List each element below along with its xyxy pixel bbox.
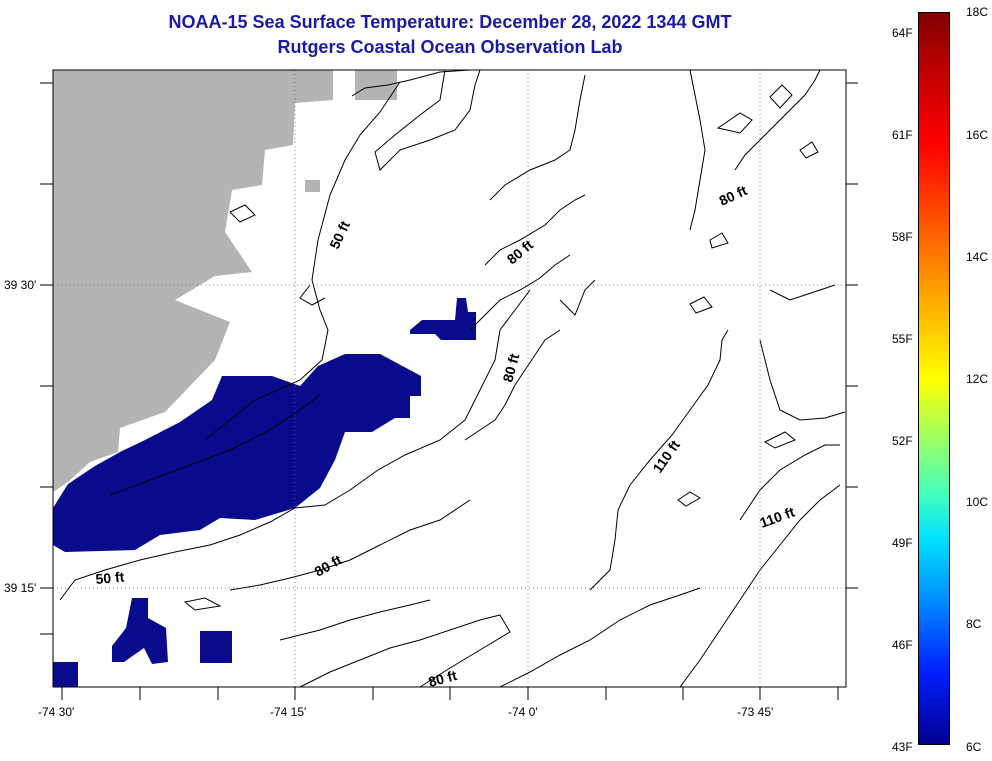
lat-label: 39 30': [4, 278, 37, 292]
contour-label: 80 ft: [717, 182, 750, 209]
colorbar-c-label: 8C: [966, 617, 982, 631]
colorbar-f-label: 64F: [892, 26, 913, 40]
land-patch: [305, 180, 320, 192]
cold-water-blob: [53, 354, 421, 552]
colorbar-c-label: 6C: [966, 740, 982, 754]
colorbar-c-label: 18C: [966, 5, 989, 19]
lon-label: -74 15': [270, 705, 307, 719]
colorbar-f-label: 49F: [892, 536, 913, 550]
cold-water-blob: [200, 631, 232, 663]
land-patch: [140, 230, 155, 290]
contour-label: 110 ft: [649, 437, 683, 476]
colorbar: [918, 12, 950, 745]
contour-label: 110 ft: [758, 503, 797, 530]
colorbar-f-label: 61F: [892, 128, 913, 142]
cold-water-blob: [53, 662, 78, 687]
lon-label: -73 45': [737, 705, 774, 719]
colorbar-c-label: 14C: [966, 250, 989, 264]
colorbar-c-label: 16C: [966, 128, 989, 142]
contour-label: 80 ft: [427, 667, 459, 690]
contour-label: 80 ft: [499, 352, 522, 384]
colorbar-f-label: 52F: [892, 434, 913, 448]
lat-label: 39 15': [4, 581, 37, 595]
colorbar-f-label: 43F: [892, 740, 913, 754]
colorbar-c-label: 12C: [966, 372, 989, 386]
depth-contours: [59, 69, 846, 688]
cold-water-blob: [112, 598, 168, 664]
colorbar-c-label: 10C: [966, 495, 989, 509]
contour-label: 80 ft: [504, 236, 537, 267]
contour-label: 80 ft: [312, 551, 345, 579]
colorbar-f-label: 58F: [892, 230, 913, 244]
land-patch: [90, 325, 150, 347]
colorbar-f-label: 55F: [892, 332, 913, 346]
colorbar-f-label: 46F: [892, 638, 913, 652]
lat-lon-grid: [53, 70, 846, 687]
land-mass: [53, 70, 333, 492]
cold-water-blob: [410, 298, 476, 340]
lon-label: -74 0': [508, 705, 538, 719]
map-ticks: [40, 82, 858, 700]
map-title: NOAA-15 Sea Surface Temperature: Decembe…: [168, 12, 732, 32]
contour-label: 50 ft: [95, 569, 125, 587]
contour-label: 50 ft: [326, 218, 353, 251]
lon-label: -74 30': [38, 705, 75, 719]
map-subtitle: Rutgers Coastal Ocean Observation Lab: [277, 37, 623, 57]
